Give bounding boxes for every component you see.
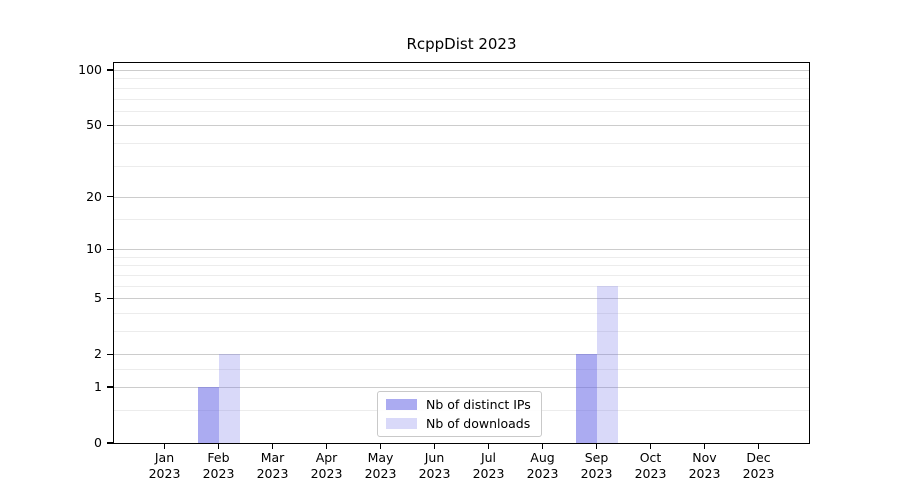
y-tick-label: 0: [94, 435, 102, 450]
y-gridline-major: [114, 196, 809, 198]
x-tick-month: Apr: [315, 450, 338, 465]
x-tick: [325, 444, 328, 449]
y-tick: [107, 353, 113, 355]
legend-label-distinct-ips: Nb of distinct IPs: [426, 397, 531, 412]
x-tick-year: 2023: [634, 466, 667, 481]
y-gridline-minor: [114, 312, 809, 314]
y-gridline-major: [114, 387, 809, 388]
y-tick: [107, 442, 113, 444]
bar-distinct-ips: [197, 387, 219, 443]
x-tick-label: Sep 2023: [569, 450, 625, 482]
y-tick-label: 10: [86, 241, 102, 257]
x-tick-year: 2023: [526, 466, 559, 481]
x-tick-label: Nov 2023: [677, 450, 733, 482]
y-tick: [107, 124, 113, 126]
x-tick-month: Jul: [480, 450, 497, 465]
x-tick-year: 2023: [256, 466, 289, 481]
y-gridline-minor: [114, 368, 809, 370]
y-gridline-major: [114, 354, 809, 356]
x-tick-label: Feb 2023: [191, 450, 247, 482]
x-tick-label: May 2023: [353, 450, 409, 482]
x-tick-label: Oct 2023: [623, 450, 679, 482]
x-tick: [541, 444, 544, 449]
y-gridline-minor: [114, 218, 809, 220]
bar-distinct-ips: [575, 354, 597, 443]
x-tick: [595, 444, 598, 449]
legend-label-downloads: Nb of downloads: [426, 416, 531, 431]
x-tick-year: 2023: [202, 466, 235, 481]
x-tick-month: Feb: [207, 450, 230, 465]
y-tick: [107, 248, 113, 250]
x-tick-year: 2023: [310, 466, 343, 481]
x-tick-label: Dec 2023: [731, 450, 787, 482]
legend-row-distinct-ips: Nb of distinct IPs: [386, 397, 531, 412]
x-tick: [379, 444, 382, 449]
y-gridline-minor: [114, 274, 809, 276]
x-tick: [217, 444, 220, 449]
x-tick-month: May: [367, 450, 394, 465]
y-tick-label: 2: [94, 346, 102, 362]
y-tick: [107, 196, 113, 198]
legend-swatch-downloads-icon: [386, 418, 417, 429]
x-tick: [433, 444, 436, 449]
x-tick-month: Sep: [584, 450, 609, 465]
x-tick-year: 2023: [472, 466, 505, 481]
x-tick: [757, 444, 760, 449]
y-gridline-minor: [114, 98, 809, 100]
y-tick-label: 1: [94, 379, 102, 394]
x-tick-month: Jun: [424, 450, 445, 465]
bar-downloads: [596, 285, 618, 443]
y-gridline-minor: [114, 87, 809, 89]
x-tick-label: Jun 2023: [407, 450, 463, 482]
y-gridline-major: [114, 125, 809, 127]
x-tick-month: Dec: [746, 450, 771, 465]
x-tick: [649, 444, 652, 449]
x-tick-month: Aug: [530, 450, 555, 465]
y-gridline-minor: [114, 142, 809, 144]
y-tick: [107, 69, 113, 71]
plot-area: [113, 62, 810, 444]
legend-row-downloads: Nb of downloads: [386, 416, 531, 431]
x-tick-label: Jul 2023: [461, 450, 517, 482]
x-tick-year: 2023: [742, 466, 775, 481]
y-gridline-major: [114, 298, 809, 300]
x-tick: [271, 444, 274, 449]
y-gridline-minor: [114, 165, 809, 167]
x-tick-month: Oct: [639, 450, 662, 465]
x-tick-year: 2023: [688, 466, 721, 481]
y-gridline-minor: [114, 110, 809, 112]
x-tick-year: 2023: [418, 466, 451, 481]
y-tick-label: 20: [86, 188, 102, 204]
y-gridline-minor: [114, 256, 809, 258]
y-tick: [107, 297, 113, 299]
x-tick: [487, 444, 490, 449]
x-tick: [163, 444, 166, 449]
y-gridline-minor: [114, 285, 809, 287]
legend: Nb of distinct IPs Nb of downloads: [377, 391, 542, 437]
y-gridline-major: [114, 249, 809, 251]
x-tick-month: Mar: [260, 450, 285, 465]
x-tick-year: 2023: [364, 466, 397, 481]
x-tick-month: Jan: [154, 450, 175, 465]
y-gridline-major: [114, 70, 809, 71]
x-tick-label: Aug 2023: [515, 450, 571, 482]
x-tick-label: Jan 2023: [137, 450, 193, 482]
chart-title: RcppDist 2023: [406, 35, 517, 53]
y-gridline-minor: [114, 78, 809, 80]
x-tick-label: Apr 2023: [299, 450, 355, 482]
legend-swatch-distinct-ips-icon: [386, 399, 417, 410]
x-tick: [703, 444, 706, 449]
x-tick-label: Mar 2023: [245, 450, 301, 482]
y-gridline-minor: [114, 331, 809, 332]
x-tick-year: 2023: [580, 466, 613, 481]
x-tick-month: Nov: [692, 450, 717, 465]
y-tick-label: 5: [94, 290, 102, 306]
y-gridline-minor: [114, 265, 809, 267]
y-tick: [107, 386, 113, 388]
y-tick-label: 100: [78, 62, 102, 77]
bar-downloads: [218, 354, 240, 443]
y-tick-label: 50: [86, 117, 102, 133]
x-tick-year: 2023: [148, 466, 181, 481]
